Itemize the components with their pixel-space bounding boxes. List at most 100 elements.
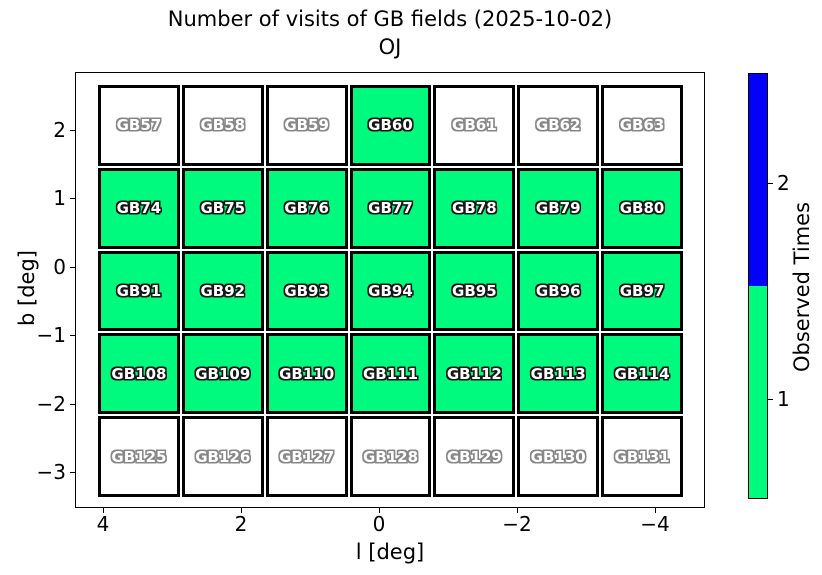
field-cell-label: GB77 <box>368 199 413 218</box>
field-cell-gb78: GB78 <box>433 167 516 249</box>
field-cell-gb80: GB80 <box>601 167 683 249</box>
y-tick-mark <box>70 403 75 405</box>
colorbar <box>748 73 768 499</box>
x-tick-mark <box>654 508 656 513</box>
colorbar-segment-2 <box>749 74 767 286</box>
y-tick-label: −3 <box>36 460 66 484</box>
field-cell-label: GB114 <box>614 364 670 383</box>
field-cell-label: GB130 <box>530 447 586 466</box>
field-cell-gb58: GB58 <box>181 85 264 166</box>
field-cell-label: GB91 <box>116 281 162 300</box>
y-axis-label: b [deg] <box>15 250 39 326</box>
y-tick-mark <box>70 471 75 473</box>
y-tick-label: −2 <box>36 392 66 416</box>
field-cell-label: GB109 <box>195 364 251 383</box>
field-cell-gb127: GB127 <box>265 416 348 497</box>
colorbar-label: Observed Times <box>790 201 814 373</box>
field-cell-gb96: GB96 <box>517 250 600 332</box>
field-cell-gb129: GB129 <box>433 416 516 497</box>
field-cell-label: GB127 <box>279 447 335 466</box>
field-cell-label: GB58 <box>200 116 246 135</box>
x-tick-label: 4 <box>96 512 110 536</box>
field-cell-gb94: GB94 <box>349 250 432 332</box>
field-cell-label: GB97 <box>619 281 665 300</box>
field-cell-label: GB110 <box>279 364 335 383</box>
field-cell-gb93: GB93 <box>265 250 348 332</box>
field-cell-gb74: GB74 <box>98 167 180 249</box>
x-tick-label: −4 <box>640 512 670 536</box>
field-cell-label: GB96 <box>535 281 581 300</box>
field-cell-label: GB78 <box>452 199 497 218</box>
field-cell-label: GB79 <box>535 199 581 218</box>
y-tick-mark <box>70 129 75 131</box>
field-cell-label: GB60 <box>368 116 413 135</box>
y-tick-label: 1 <box>53 186 66 210</box>
colorbar-tick-mark <box>768 182 773 184</box>
field-cell-gb95: GB95 <box>433 250 516 332</box>
field-cell-gb109: GB109 <box>181 333 264 415</box>
x-tick-mark <box>240 508 242 513</box>
colorbar-tick-label: 1 <box>777 387 790 411</box>
field-cell-label: GB113 <box>530 364 586 383</box>
x-tick-mark <box>516 508 518 513</box>
field-cell-label: GB126 <box>195 447 251 466</box>
colorbar-tick-label: 2 <box>777 171 790 195</box>
field-cell-label: GB92 <box>200 281 246 300</box>
field-cell-label: GB131 <box>614 447 670 466</box>
field-cell-gb92: GB92 <box>181 250 264 332</box>
field-cell-label: GB94 <box>368 281 413 300</box>
field-cell-gb113: GB113 <box>517 333 600 415</box>
x-tick-label: −2 <box>502 512 532 536</box>
field-cell-gb62: GB62 <box>517 85 600 166</box>
field-cell-gb97: GB97 <box>601 250 683 332</box>
field-cell-label: GB61 <box>452 116 497 135</box>
field-cell-label: GB75 <box>200 199 246 218</box>
field-cell-gb91: GB91 <box>98 250 180 332</box>
field-cell-label: GB108 <box>111 364 167 383</box>
field-cell-label: GB95 <box>452 281 497 300</box>
field-cell-gb126: GB126 <box>181 416 264 497</box>
fields-grid: GB57 GB58 GB59 GB60 GB61 GB62 GB63 GB74 GB75 GB76… <box>98 85 683 497</box>
x-tick-mark <box>378 508 380 513</box>
field-cell-label: GB112 <box>446 364 502 383</box>
field-cell-gb76: GB76 <box>265 167 348 249</box>
field-cell-label: GB76 <box>284 199 329 218</box>
y-tick-mark <box>70 266 75 268</box>
field-cell-gb59: GB59 <box>265 85 348 166</box>
x-axis-label: l [deg] <box>355 540 425 564</box>
field-cell-label: GB74 <box>116 199 162 218</box>
field-cell-gb112: GB112 <box>433 333 516 415</box>
field-cell-gb131: GB131 <box>601 416 683 497</box>
y-tick-label: −1 <box>36 323 66 347</box>
field-cell-gb114: GB114 <box>601 333 683 415</box>
field-cell-gb60: GB60 <box>349 85 432 166</box>
field-cell-label: GB59 <box>284 116 329 135</box>
field-cell-gb108: GB108 <box>98 333 180 415</box>
y-tick-mark <box>70 197 75 199</box>
field-cell-label: GB111 <box>362 364 419 383</box>
field-cell-gb128: GB128 <box>349 416 432 497</box>
field-cell-gb130: GB130 <box>517 416 600 497</box>
field-cell-label: GB128 <box>362 447 419 466</box>
y-tick-mark <box>70 334 75 336</box>
colorbar-segment-1 <box>749 286 767 498</box>
field-cell-gb75: GB75 <box>181 167 264 249</box>
field-cell-label: GB62 <box>535 116 581 135</box>
field-cell-label: GB80 <box>619 199 665 218</box>
field-cell-gb63: GB63 <box>601 85 683 166</box>
field-cell-gb111: GB111 <box>349 333 432 415</box>
chart-subtitle: OJ <box>378 35 402 59</box>
field-cell-gb61: GB61 <box>433 85 516 166</box>
field-cell-label: GB63 <box>619 116 665 135</box>
field-cell-gb57: GB57 <box>98 85 180 166</box>
y-tick-label: 0 <box>53 255 66 279</box>
field-cell-label: GB57 <box>116 116 162 135</box>
x-tick-label: 0 <box>372 512 386 536</box>
field-cell-gb79: GB79 <box>517 167 600 249</box>
x-tick-label: 2 <box>234 512 248 536</box>
field-cell-label: GB129 <box>446 447 502 466</box>
field-cell-gb110: GB110 <box>265 333 348 415</box>
chart-title: Number of visits of GB fields (2025-10-0… <box>167 7 613 31</box>
field-cell-gb125: GB125 <box>98 416 180 497</box>
